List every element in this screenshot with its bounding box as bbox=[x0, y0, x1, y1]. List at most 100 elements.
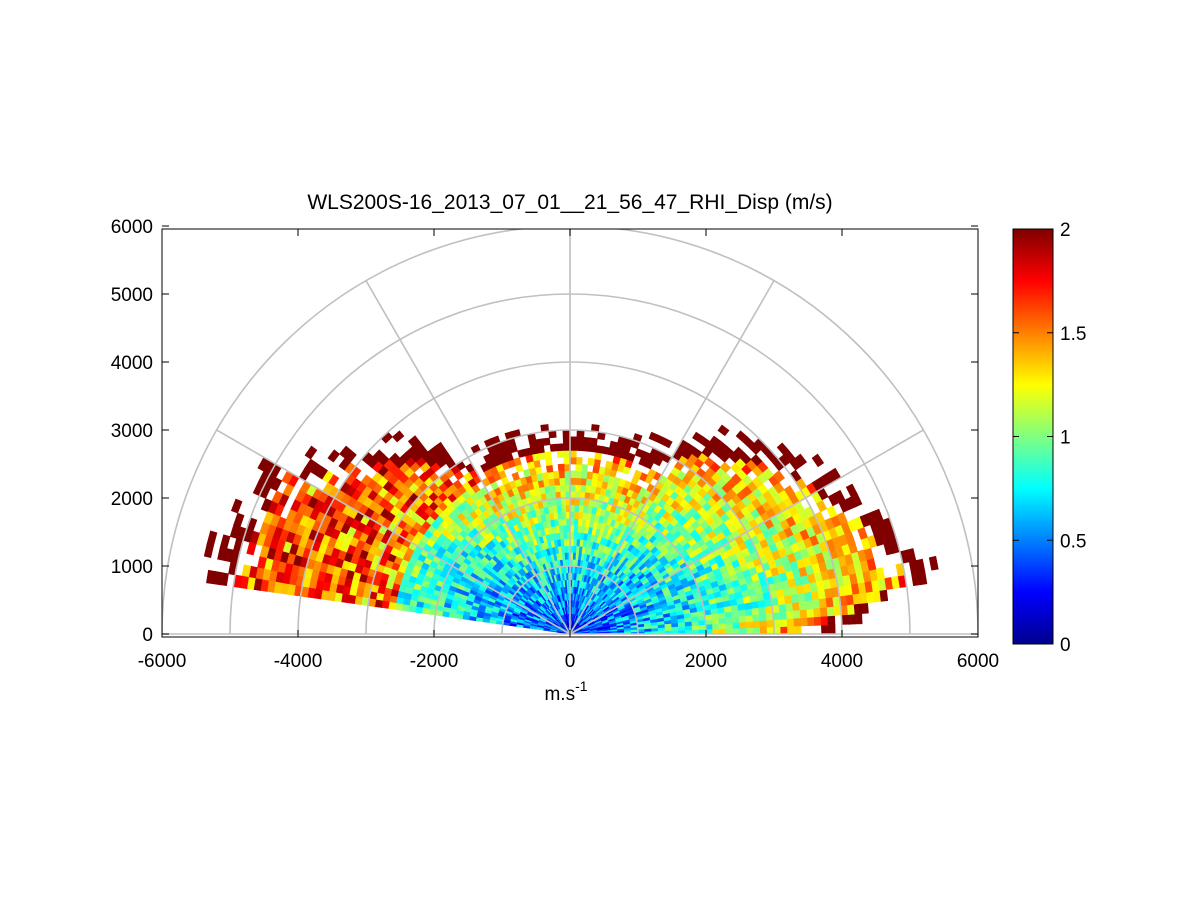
data-cell bbox=[746, 620, 754, 629]
data-cell bbox=[572, 531, 578, 540]
chart-title: WLS200S-16_2013_07_01__21_56_47_RHI_Disp… bbox=[307, 191, 832, 214]
y-tick-label: 2000 bbox=[111, 489, 153, 510]
data-cell bbox=[786, 617, 795, 627]
data-cell bbox=[581, 464, 589, 473]
data-cell bbox=[745, 614, 754, 623]
data-cell bbox=[738, 615, 747, 623]
data-cell bbox=[576, 436, 585, 445]
data-cell bbox=[752, 613, 761, 622]
data-cell bbox=[577, 511, 584, 520]
data-cell bbox=[545, 464, 554, 473]
data-cell bbox=[845, 483, 858, 498]
data-cell bbox=[588, 444, 597, 453]
data-cell bbox=[561, 511, 567, 520]
data-cell bbox=[739, 621, 748, 629]
data-cell bbox=[827, 624, 836, 635]
data-cell bbox=[732, 627, 741, 635]
data-cell bbox=[558, 470, 565, 479]
data-cell bbox=[575, 456, 583, 465]
data-cell bbox=[414, 606, 424, 614]
data-cell bbox=[604, 460, 614, 470]
data-cell bbox=[785, 602, 794, 612]
data-cell bbox=[563, 450, 571, 458]
data-cell bbox=[569, 436, 578, 445]
data-cell bbox=[732, 621, 741, 629]
data-cell bbox=[579, 484, 586, 493]
x-tick-label: 6000 bbox=[957, 651, 999, 672]
data-cell bbox=[853, 603, 863, 615]
colorbar: 0 0.5 1 1.5 2 bbox=[1012, 220, 1086, 656]
x-axis-label-base: m.s bbox=[544, 684, 575, 705]
data-cell bbox=[562, 429, 571, 438]
data-cell bbox=[794, 453, 808, 467]
data-cell bbox=[793, 625, 802, 635]
data-cell bbox=[807, 616, 816, 627]
data-cell bbox=[593, 458, 602, 467]
data-cell bbox=[575, 470, 582, 479]
data-cell bbox=[759, 619, 768, 628]
x-tick-label: 2000 bbox=[685, 651, 727, 672]
data-cell bbox=[791, 601, 801, 611]
data-cell bbox=[718, 622, 727, 630]
x-tick-label: -4000 bbox=[274, 651, 323, 672]
data-cell bbox=[766, 626, 775, 635]
data-cell bbox=[563, 443, 571, 451]
data-cell bbox=[580, 470, 588, 479]
data-cell bbox=[786, 610, 795, 620]
data-cell bbox=[592, 465, 600, 474]
data-cell bbox=[562, 436, 571, 445]
data-cell bbox=[684, 625, 693, 631]
data-cell bbox=[582, 443, 591, 452]
data-cell bbox=[381, 600, 390, 609]
x-tick-label: -6000 bbox=[138, 651, 187, 672]
data-cell bbox=[860, 602, 869, 614]
data-cell bbox=[746, 627, 754, 635]
data-cell bbox=[545, 457, 553, 467]
data-cell bbox=[573, 511, 579, 520]
data-cell bbox=[725, 622, 734, 629]
colorbar-tick-label: 0.5 bbox=[1060, 531, 1086, 552]
data-cell bbox=[569, 456, 577, 465]
data-cell bbox=[556, 450, 565, 458]
data-cell bbox=[557, 463, 565, 472]
x-axis-label-exponent: -1 bbox=[575, 678, 588, 694]
data-cell bbox=[827, 615, 836, 626]
data-cell bbox=[915, 558, 926, 573]
data-cell bbox=[792, 609, 801, 619]
data-cell bbox=[787, 625, 795, 635]
data-cell bbox=[475, 617, 484, 623]
data-cell bbox=[753, 627, 761, 635]
data-cell bbox=[575, 463, 583, 472]
data-cell bbox=[773, 626, 782, 635]
data-cell bbox=[549, 443, 558, 452]
data-cell bbox=[798, 600, 808, 611]
data-cell bbox=[573, 518, 579, 526]
data-cell bbox=[759, 626, 768, 635]
x-tick-label: 4000 bbox=[821, 651, 863, 672]
data-cell bbox=[833, 489, 846, 504]
y-tick-label: 0 bbox=[142, 625, 153, 646]
data-cell bbox=[394, 602, 403, 611]
data-cell bbox=[587, 457, 595, 467]
data-cell bbox=[569, 450, 577, 458]
colorbar-tick-label: 2 bbox=[1060, 220, 1071, 241]
data-cell bbox=[779, 618, 788, 627]
data-cell bbox=[778, 603, 787, 613]
data-cell bbox=[564, 477, 571, 485]
data-cell bbox=[560, 497, 566, 506]
data-cell bbox=[387, 601, 397, 610]
data-cell bbox=[569, 477, 576, 485]
data-cell bbox=[872, 508, 884, 523]
data-cell bbox=[572, 538, 577, 547]
data-cell bbox=[595, 445, 604, 454]
data-cell bbox=[578, 504, 584, 513]
data-cell bbox=[806, 608, 815, 618]
data-cell bbox=[563, 463, 571, 472]
y-tick-label: 3000 bbox=[111, 421, 153, 442]
data-cell bbox=[879, 589, 889, 602]
data-cell bbox=[455, 613, 464, 620]
y-tick-label: 4000 bbox=[111, 353, 153, 374]
data-cell bbox=[582, 436, 591, 445]
y-tick-label: 1000 bbox=[111, 557, 153, 578]
